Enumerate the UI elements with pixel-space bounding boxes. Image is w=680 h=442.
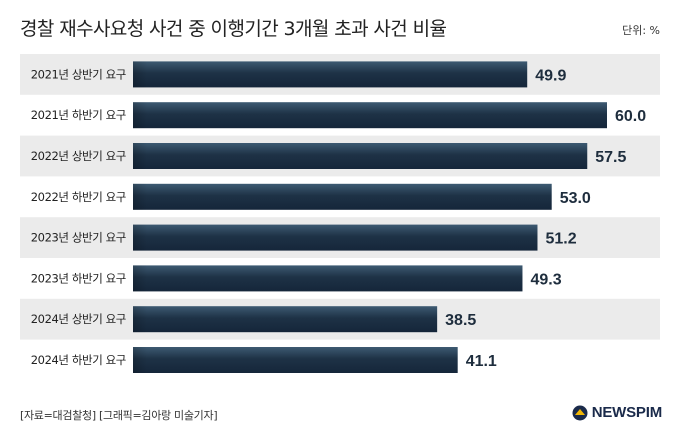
chart-title: 경찰 재수사요청 사건 중 이행기간 3개월 초과 사건 비율 xyxy=(20,18,447,40)
newspim-logo: NEWSPIM xyxy=(572,404,662,421)
value-label: 41.1 xyxy=(466,353,497,370)
category-label: 2022년 하반기 요구 xyxy=(31,190,126,204)
value-label: 53.0 xyxy=(560,190,591,207)
value-label: 49.9 xyxy=(535,67,566,84)
bar xyxy=(133,102,607,129)
newspim-logo-text: NEWSPIM xyxy=(591,404,662,421)
value-label: 49.3 xyxy=(530,271,561,288)
bar-shadow xyxy=(133,347,147,373)
bar-chart: 2021년 상반기 요구 49.9 2021년 하반기 요구 60.0 2022년 상반… xyxy=(20,54,660,373)
bar-shadow xyxy=(133,61,147,88)
value-label: 38.5 xyxy=(445,312,476,329)
category-label: 2024년 하반기 요구 xyxy=(31,353,126,367)
bar-shadow xyxy=(133,265,147,292)
bar-shadow xyxy=(133,183,147,210)
category-label: 2024년 상반기 요구 xyxy=(31,312,126,326)
bar-shadow xyxy=(133,306,147,333)
bar xyxy=(133,265,523,292)
category-label: 2021년 상반기 요구 xyxy=(31,67,126,81)
unit-label: 단위: % xyxy=(622,24,660,37)
bar-shadow xyxy=(133,102,147,129)
bar-shadow xyxy=(133,143,147,169)
category-label: 2022년 상반기 요구 xyxy=(31,149,126,163)
category-label: 2023년 하반기 요구 xyxy=(31,271,126,285)
bar xyxy=(133,61,528,88)
bar-shadow xyxy=(133,224,147,251)
bar xyxy=(133,224,538,251)
bar xyxy=(133,183,552,210)
value-label: 51.2 xyxy=(545,231,576,248)
bar xyxy=(133,306,438,333)
category-label: 2021년 하반기 요구 xyxy=(31,108,126,122)
category-label: 2023년 상반기 요구 xyxy=(31,231,126,245)
value-label: 57.5 xyxy=(595,149,626,166)
newspim-logo-icon xyxy=(572,405,588,420)
value-label: 60.0 xyxy=(615,108,646,125)
bar xyxy=(133,347,458,373)
bar xyxy=(133,143,588,169)
source-credit: [자료=대검찰청] [그래픽=김아랑 미술기자] xyxy=(20,409,218,422)
